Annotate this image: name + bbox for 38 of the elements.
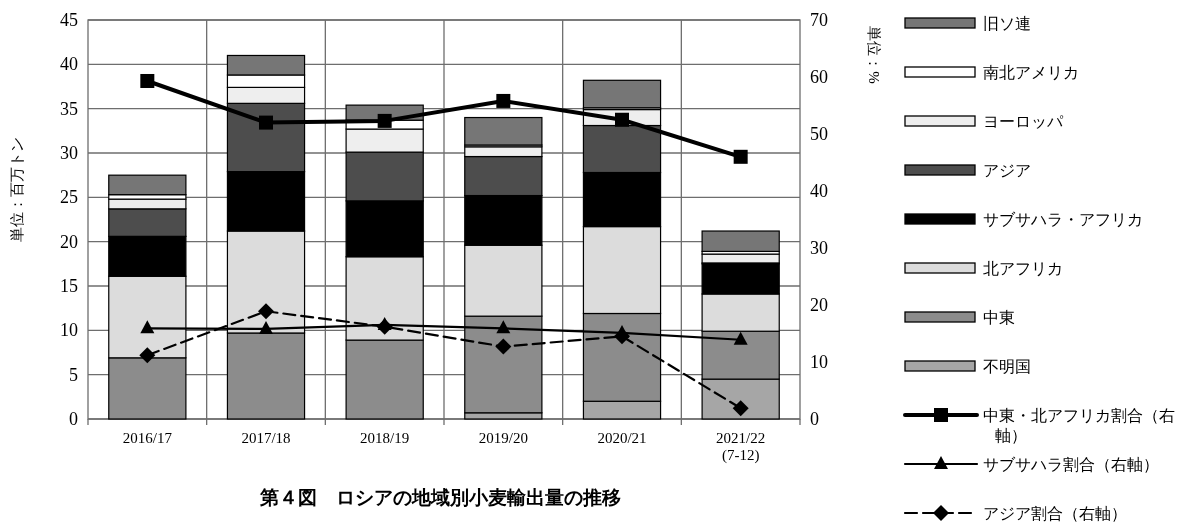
y-tick-label: 40 (60, 54, 78, 75)
y2-tick-label: 60 (810, 67, 828, 87)
y2-tick-label: 70 (810, 10, 828, 30)
y-tick-label: 35 (60, 98, 78, 119)
y-tick-label: 20 (60, 231, 78, 252)
y-tick-label: 5 (69, 364, 78, 385)
y2-tick-label: 30 (810, 238, 828, 258)
legend-label: アジア割合（右軸） (983, 505, 1127, 522)
legend-label: 中東 (983, 309, 1015, 326)
legend-label: 不明国 (983, 358, 1031, 375)
x-tick-label: 2018/19 (360, 430, 410, 446)
y2-tick-label: 0 (810, 409, 819, 429)
y-tick-label: 0 (69, 409, 78, 429)
legend-label: 南北アメリカ (983, 64, 1079, 81)
legend-label: 中東・北アフリカ割合（右軸） (983, 407, 1175, 444)
y2-tick-label: 10 (810, 352, 828, 372)
legend-label: サブサハラ・アフリカ (983, 211, 1143, 228)
y-tick-label: 15 (60, 276, 78, 296)
y2-tick-label: 40 (810, 181, 828, 201)
legend-label: 旧ソ連 (983, 15, 1031, 32)
y-tick-label: 45 (60, 10, 78, 30)
x-tick-label: 2020/21 (597, 430, 647, 446)
y-tick-label: 30 (60, 143, 78, 163)
legend-label: 北アフリカ (983, 260, 1063, 277)
x-tick-label: 2021/22 (7-12) (716, 430, 766, 465)
legend-label: ヨーロッパ (983, 113, 1064, 130)
x-tick-label: 2017/18 (241, 430, 291, 446)
y-tick-label: 25 (60, 187, 78, 208)
y-axis-title: 単位：百万トン (9, 137, 25, 242)
y2-axis-title: 単位：% (866, 26, 882, 84)
y-tick-label: 10 (60, 320, 78, 341)
x-tick-label: 2019/20 (478, 430, 528, 446)
legend-label: アジア (983, 162, 1031, 179)
x-tick-label: 2016/17 (122, 430, 173, 446)
text: 第４図 ロシアの地域別小麦輸出量の推移 (258, 487, 621, 508)
legend-label: サブサハラ割合（右軸） (983, 456, 1159, 473)
y2-tick-label: 20 (810, 295, 828, 315)
y2-tick-label: 50 (810, 124, 828, 144)
